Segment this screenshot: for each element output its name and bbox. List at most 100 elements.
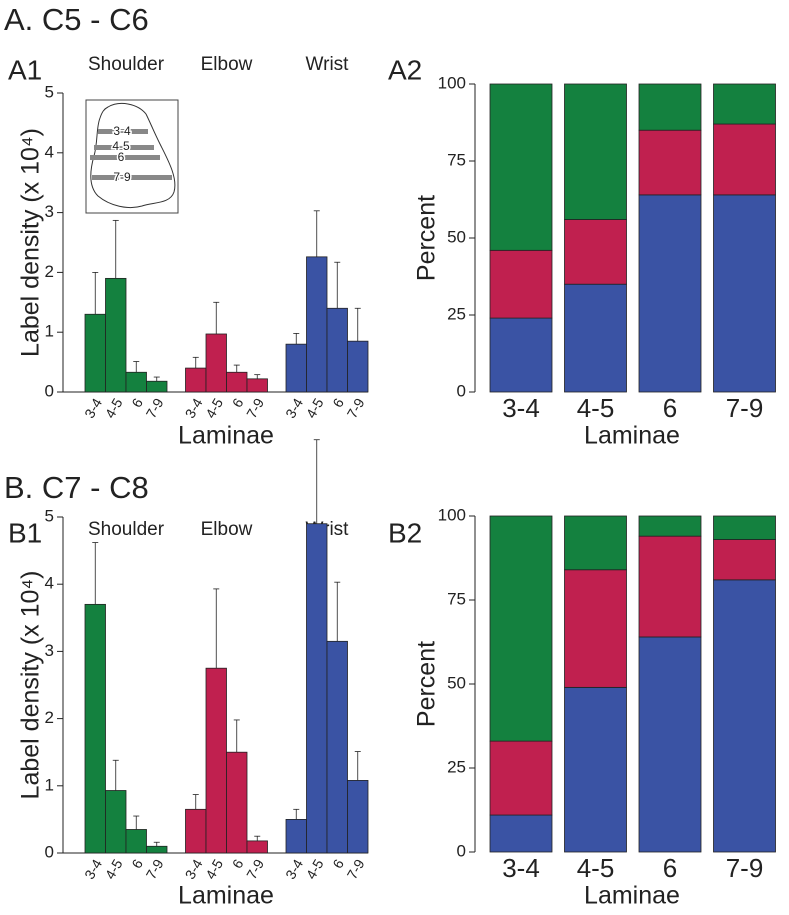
bar-segment — [489, 515, 553, 742]
x-tick-label: 3-4 — [81, 395, 105, 421]
x-tick-label: 6 — [329, 395, 347, 410]
group-label: Shoulder — [88, 519, 165, 540]
bar — [125, 371, 147, 393]
y-axis-label: Percent — [413, 641, 441, 727]
bar — [205, 333, 227, 393]
y-tick-label: 0 — [45, 842, 54, 861]
bar-segment — [713, 539, 776, 581]
bar — [84, 313, 106, 393]
x-tick-label: 6 — [229, 395, 247, 410]
bar — [246, 378, 268, 393]
y-tick-label: 5 — [45, 82, 54, 101]
bar — [84, 603, 106, 854]
bar — [146, 380, 168, 393]
bar — [347, 780, 369, 854]
x-tick-label: 4-5 — [577, 853, 615, 883]
bar-segment — [564, 83, 627, 220]
inset-label: 7-9 — [113, 170, 131, 184]
x-axis-label: Laminae — [584, 882, 680, 910]
y-tick-label: 0 — [45, 381, 54, 400]
bar — [185, 367, 207, 393]
y-tick-label: 0 — [457, 841, 466, 860]
bar-segment — [638, 636, 702, 853]
bar-segment — [713, 515, 776, 540]
panel-label: A2 — [388, 54, 422, 85]
inset-label: 6 — [118, 150, 125, 164]
bar-segment — [489, 317, 553, 393]
bar-segment — [489, 814, 553, 853]
bar-segment — [564, 569, 627, 688]
x-tick-label: 6 — [663, 393, 677, 423]
bar — [105, 277, 127, 393]
y-tick-label: 50 — [447, 227, 466, 246]
y-tick-label: 4 — [45, 142, 54, 161]
y-tick-label: 3 — [45, 202, 54, 221]
bar-segment — [489, 249, 553, 319]
bar-segment — [564, 515, 627, 571]
x-tick-label: 7-9 — [726, 393, 764, 423]
section-title: B. C7 - C8 — [4, 470, 149, 505]
group-label: Elbow — [201, 54, 253, 75]
x-tick-label: 4-5 — [202, 395, 226, 421]
bar-segment — [638, 83, 702, 131]
lamina-stripes — [90, 129, 172, 180]
y-tick-label: 75 — [447, 589, 466, 608]
x-tick-label: 4-5 — [102, 856, 126, 882]
bar — [125, 829, 147, 854]
bar — [306, 256, 328, 393]
y-tick-label: 5 — [45, 506, 54, 525]
x-tick-label: 6 — [128, 395, 146, 410]
y-tick-label: 75 — [447, 150, 466, 169]
y-axis-label: Label density (x 10⁴) — [17, 128, 45, 357]
x-tick-label: 7-9 — [143, 395, 167, 421]
y-tick-label: 1 — [45, 775, 54, 794]
y-tick-label: 25 — [447, 304, 466, 323]
section-title: A. C5 - C6 — [4, 2, 149, 37]
y-tick-label: 100 — [438, 505, 466, 524]
group-label: Shoulder — [88, 54, 165, 75]
x-tick-label: 6 — [329, 856, 347, 871]
y-tick-label: 3 — [45, 641, 54, 660]
bar-segment — [489, 83, 553, 251]
x-tick-label: 7-9 — [243, 395, 267, 421]
x-tick-label: 7-9 — [344, 856, 368, 882]
inset: 3-4 4-5 6 7-9 — [85, 99, 179, 214]
bar — [306, 523, 328, 854]
y-tick-label: 50 — [447, 673, 466, 692]
x-tick-label: 4-5 — [102, 395, 126, 421]
bar-segment — [564, 283, 627, 393]
x-tick-label: 6 — [128, 856, 146, 871]
bar — [347, 340, 369, 393]
y-tick-label: 2 — [45, 262, 54, 281]
x-tick-label: 3-4 — [502, 853, 540, 883]
x-tick-label: 7-9 — [143, 856, 167, 882]
x-tick-label: 7-9 — [344, 395, 368, 421]
bar — [246, 840, 268, 854]
x-axis-label: Laminae — [584, 422, 680, 450]
y-axis-label: Percent — [413, 195, 441, 281]
bar-segment — [638, 194, 702, 393]
bar — [205, 667, 227, 854]
x-tick-label: 3-4 — [282, 856, 306, 882]
y-tick-label: 100 — [438, 73, 466, 92]
x-axis-label: Laminae — [178, 882, 274, 910]
x-tick-label: 4-5 — [202, 856, 226, 882]
x-tick-label: 4-5 — [303, 856, 327, 882]
bar-segment — [713, 194, 776, 393]
bar — [285, 343, 307, 393]
x-tick-label: 3-4 — [282, 395, 306, 421]
group-label: Elbow — [201, 519, 253, 540]
bar-segment — [638, 535, 702, 638]
inset-label: 3-4 — [113, 124, 131, 138]
x-tick-label: 3-4 — [502, 393, 540, 423]
bar-segment — [564, 686, 627, 853]
x-tick-label: 4-5 — [303, 395, 327, 421]
y-tick-label: 2 — [45, 708, 54, 727]
x-tick-label: 6 — [229, 856, 247, 871]
x-tick-label: 3-4 — [182, 395, 206, 421]
bar — [226, 371, 248, 393]
bar — [226, 751, 248, 854]
group-label: Wrist — [306, 54, 350, 75]
panel-label: B1 — [8, 517, 42, 548]
